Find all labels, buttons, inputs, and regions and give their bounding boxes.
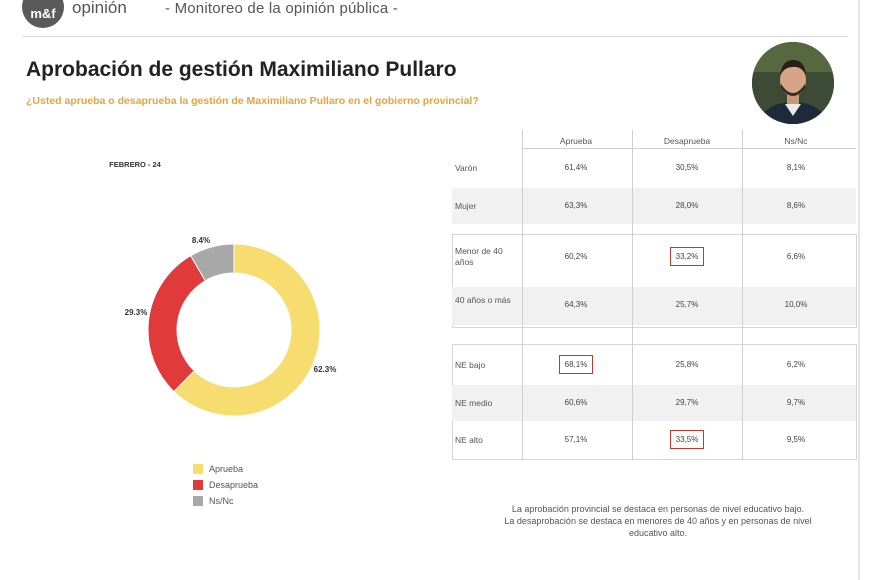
- table-row: NE alto 57,1% 33,5% 9,5%: [452, 422, 856, 458]
- table-cell: 63,3%: [564, 201, 588, 210]
- highlighted-cell: 33,2%: [637, 239, 737, 275]
- legend-item-nsnc: Ns/Nc: [193, 494, 258, 508]
- highlighted-cell: 33,5%: [637, 422, 737, 458]
- legend-swatch-desaprueba: [193, 480, 203, 490]
- legend-item-aprueba: Aprueba: [193, 462, 258, 476]
- header-subtitle: - Monitoreo de la opinión pública -: [165, 0, 398, 17]
- legend-label-desaprueba: Desaprueba: [209, 480, 259, 490]
- table-cell: 61,4%: [564, 163, 588, 172]
- table-cell: 30,5%: [675, 163, 699, 172]
- table-cell: 6,6%: [786, 252, 806, 261]
- highlighted-cell: 68,1%: [526, 347, 626, 383]
- chart-title: FEBRERO - 24: [109, 160, 162, 169]
- donut-slice-aprueba: [173, 243, 321, 417]
- header-bar: m&f opinión - Monitoreo de la opinión pú…: [0, 0, 870, 38]
- avatar: [752, 42, 834, 124]
- group-box-edad: [452, 234, 857, 328]
- table-cell: 10,0%: [784, 300, 808, 309]
- table-row: Menor de 40 años 60,2% 33,2% 6,6%: [452, 239, 856, 275]
- table-cell: 25,8%: [675, 360, 699, 369]
- legend-swatch-aprueba: [193, 464, 203, 474]
- page-title: Aprobación de gestión Maximiliano Pullar…: [26, 58, 457, 81]
- row-label: Varón: [455, 163, 478, 173]
- header-rule: [522, 148, 856, 149]
- row-label: NE bajo: [455, 360, 486, 370]
- table-cell: 28,0%: [675, 201, 699, 210]
- row-label: NE medio: [455, 398, 493, 408]
- table-cell: 60,6%: [564, 398, 588, 407]
- slice-label-desaprueba: 29.3%: [125, 308, 148, 317]
- table-row: NE medio 60,6% 29,7% 9,7%: [452, 385, 856, 421]
- footnote-line: La desaprobación se destaca en menores d…: [504, 516, 812, 526]
- table-cell: 64,3%: [564, 300, 588, 309]
- footnote-line: educativo alto.: [628, 528, 688, 538]
- row-label: 40 años o más: [455, 295, 511, 305]
- column-divider: [632, 130, 633, 460]
- footnote: La aprobación provincial se destaca en p…: [458, 503, 858, 539]
- slice-label-nsnc: 8.4%: [192, 236, 210, 245]
- column-header-aprueba: Aprueba: [559, 136, 593, 146]
- legend-item-desaprueba: Desaprueba: [193, 478, 258, 492]
- donut-chart: FEBRERO - 24 62.3% 29.3% 8.4%: [109, 160, 337, 417]
- table-cell: 60,2%: [564, 252, 588, 261]
- column-divider: [742, 130, 743, 460]
- table-row: NE bajo 68,1% 25,8% 6,2%: [452, 347, 856, 383]
- table-cell: 8,6%: [786, 201, 806, 210]
- footnote-line: La aprobación provincial se destaca en p…: [511, 504, 805, 514]
- donut-slice-desaprueba: [147, 255, 206, 393]
- donut-slice-nsnc: [190, 243, 235, 282]
- legend-label-nsnc: Ns/Nc: [209, 496, 234, 506]
- legend-label-aprueba: Aprueba: [209, 464, 244, 474]
- header-divider: [22, 36, 848, 37]
- table-cell: 29,7%: [675, 398, 699, 407]
- table-cell: 9,7%: [786, 398, 806, 407]
- slice-label-aprueba: 62.3%: [314, 365, 337, 374]
- column-divider: [522, 130, 523, 460]
- brand-name: opinión: [72, 0, 127, 17]
- page-edge: [858, 0, 860, 580]
- table-cell: 8,1%: [786, 163, 806, 172]
- brand-logo: m&f: [22, 0, 64, 28]
- chart-legend: Aprueba Desaprueba Ns/Nc: [193, 462, 258, 510]
- row-label: NE alto: [455, 435, 483, 445]
- column-header-desaprueba: Desaprueba: [663, 136, 711, 146]
- table-row: Mujer 63,3% 28,0% 8,6%: [452, 188, 856, 224]
- row-label: Menor de 40 años: [455, 246, 503, 267]
- table-row: Varón 61,4% 30,5% 8,1%: [452, 150, 856, 186]
- table-cell: 57,1%: [564, 435, 588, 444]
- table-cell: 25,7%: [675, 300, 699, 309]
- row-label: Mujer: [455, 201, 477, 211]
- table-cell: 6,2%: [786, 360, 806, 369]
- survey-question: ¿Usted aprueba o desaprueba la gestión d…: [26, 95, 479, 107]
- column-header-nsnc: Ns/Nc: [784, 136, 808, 146]
- table-cell: 9,5%: [786, 435, 806, 444]
- table-row: 40 años o más 64,3% 25,7% 10,0%: [452, 287, 856, 325]
- legend-swatch-nsnc: [193, 496, 203, 506]
